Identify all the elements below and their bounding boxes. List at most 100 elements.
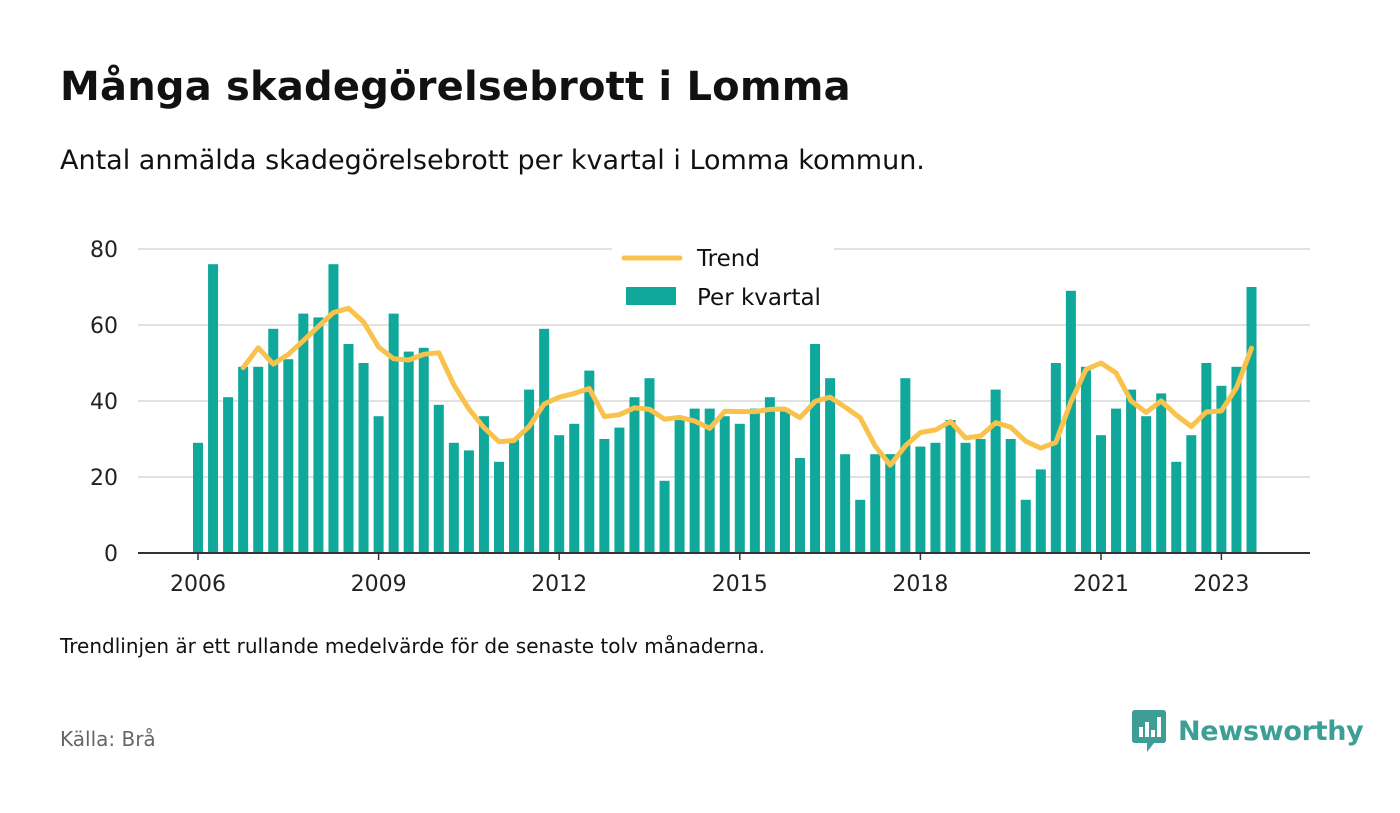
bar bbox=[990, 389, 1001, 553]
y-tick-label: 80 bbox=[90, 238, 118, 263]
legend-background bbox=[612, 240, 834, 322]
bar bbox=[584, 370, 595, 553]
bar bbox=[193, 442, 203, 553]
bar bbox=[1141, 416, 1152, 553]
bar bbox=[825, 378, 836, 553]
legend-trend-label: Trend bbox=[696, 246, 760, 272]
bar bbox=[930, 442, 941, 553]
bar bbox=[915, 446, 926, 553]
bar bbox=[689, 408, 700, 553]
x-tick-label: 2012 bbox=[531, 572, 587, 597]
bar bbox=[1020, 499, 1031, 553]
bar bbox=[1171, 461, 1182, 553]
bar bbox=[885, 454, 896, 553]
bar bbox=[208, 264, 219, 553]
bar bbox=[840, 454, 851, 553]
bar bbox=[358, 363, 369, 553]
x-axis-labels: 2006 2009 2012 2015 2018 2021 2023 bbox=[170, 553, 1249, 597]
bar bbox=[1126, 389, 1137, 553]
bar bbox=[900, 378, 911, 553]
bar bbox=[1186, 435, 1197, 553]
bar bbox=[719, 416, 730, 553]
chart-note: Trendlinjen är ett rullande medelvärde f… bbox=[60, 634, 766, 658]
bar bbox=[644, 378, 655, 553]
bar bbox=[749, 408, 760, 553]
bar bbox=[614, 427, 625, 553]
bar bbox=[599, 439, 610, 553]
x-tick-label: 2015 bbox=[712, 572, 768, 597]
bar bbox=[629, 397, 640, 553]
y-tick-label: 40 bbox=[90, 390, 118, 415]
trend-line-layer bbox=[240, 305, 1254, 468]
bar bbox=[734, 423, 745, 553]
bar bbox=[659, 480, 670, 553]
bar bbox=[1035, 469, 1046, 553]
bar bbox=[433, 404, 444, 553]
bar bbox=[223, 397, 234, 553]
bar bbox=[509, 439, 520, 553]
chart-subtitle: Antal anmälda skadegörelsebrott per kvar… bbox=[60, 145, 925, 176]
bar bbox=[298, 313, 309, 553]
bar bbox=[1096, 435, 1106, 553]
bar bbox=[494, 461, 504, 553]
source-label: Källa: Brå bbox=[60, 727, 156, 751]
bar bbox=[478, 416, 489, 553]
bar bbox=[764, 397, 775, 553]
bar bbox=[960, 442, 971, 553]
bar bbox=[945, 420, 956, 553]
trend-line bbox=[240, 305, 1254, 468]
chart-title: Många skadegörelsebrott i Lomma bbox=[60, 64, 851, 110]
bar bbox=[524, 389, 535, 553]
bar bbox=[1111, 408, 1122, 553]
bar bbox=[779, 408, 790, 553]
bar bbox=[328, 264, 339, 553]
chart: 0 20 40 60 80 2006 2009 2012 2015 2018 2021 2023 T… bbox=[90, 238, 1310, 597]
bar bbox=[704, 408, 715, 553]
x-tick-label: 2006 bbox=[170, 572, 226, 597]
bar bbox=[870, 454, 881, 553]
bar bbox=[283, 359, 294, 553]
bar bbox=[448, 442, 459, 553]
legend-bar-swatch bbox=[626, 287, 676, 305]
bar bbox=[268, 328, 279, 553]
x-tick-label: 2018 bbox=[892, 572, 948, 597]
bar bbox=[554, 435, 565, 553]
bar bbox=[855, 499, 866, 553]
newsworthy-logo-text: Newsworthy bbox=[1178, 715, 1364, 747]
bar bbox=[569, 423, 580, 553]
x-tick-label: 2023 bbox=[1193, 572, 1249, 597]
newsworthy-logo-icon bbox=[1132, 710, 1166, 752]
y-tick-label: 20 bbox=[90, 466, 118, 491]
bar bbox=[674, 420, 685, 553]
bar bbox=[539, 328, 550, 553]
legend-bar-label: Per kvartal bbox=[697, 285, 821, 311]
bars bbox=[193, 264, 1257, 553]
bar bbox=[795, 458, 805, 553]
x-tick-label: 2021 bbox=[1073, 572, 1129, 597]
bar bbox=[1050, 363, 1061, 553]
y-tick-label: 60 bbox=[90, 314, 118, 339]
y-axis-labels: 0 20 40 60 80 bbox=[90, 238, 118, 567]
bar bbox=[343, 344, 354, 553]
bar bbox=[1231, 366, 1242, 553]
bar bbox=[253, 366, 264, 553]
bar bbox=[975, 439, 986, 553]
y-tick-label: 0 bbox=[104, 542, 118, 567]
bar bbox=[1080, 366, 1091, 553]
bar bbox=[1156, 393, 1167, 553]
bar bbox=[810, 344, 821, 553]
bar bbox=[463, 450, 474, 553]
bar bbox=[373, 416, 384, 553]
legend: Trend Per kvartal bbox=[612, 240, 834, 322]
bar bbox=[1065, 290, 1076, 553]
bar bbox=[1216, 385, 1227, 553]
bar bbox=[1246, 287, 1257, 553]
bar bbox=[313, 317, 324, 553]
bar bbox=[238, 366, 249, 553]
x-tick-label: 2009 bbox=[351, 572, 407, 597]
bar bbox=[418, 347, 429, 553]
bar bbox=[1201, 363, 1212, 553]
bar bbox=[1005, 439, 1016, 553]
bar bbox=[403, 351, 414, 553]
bar bbox=[388, 313, 399, 553]
